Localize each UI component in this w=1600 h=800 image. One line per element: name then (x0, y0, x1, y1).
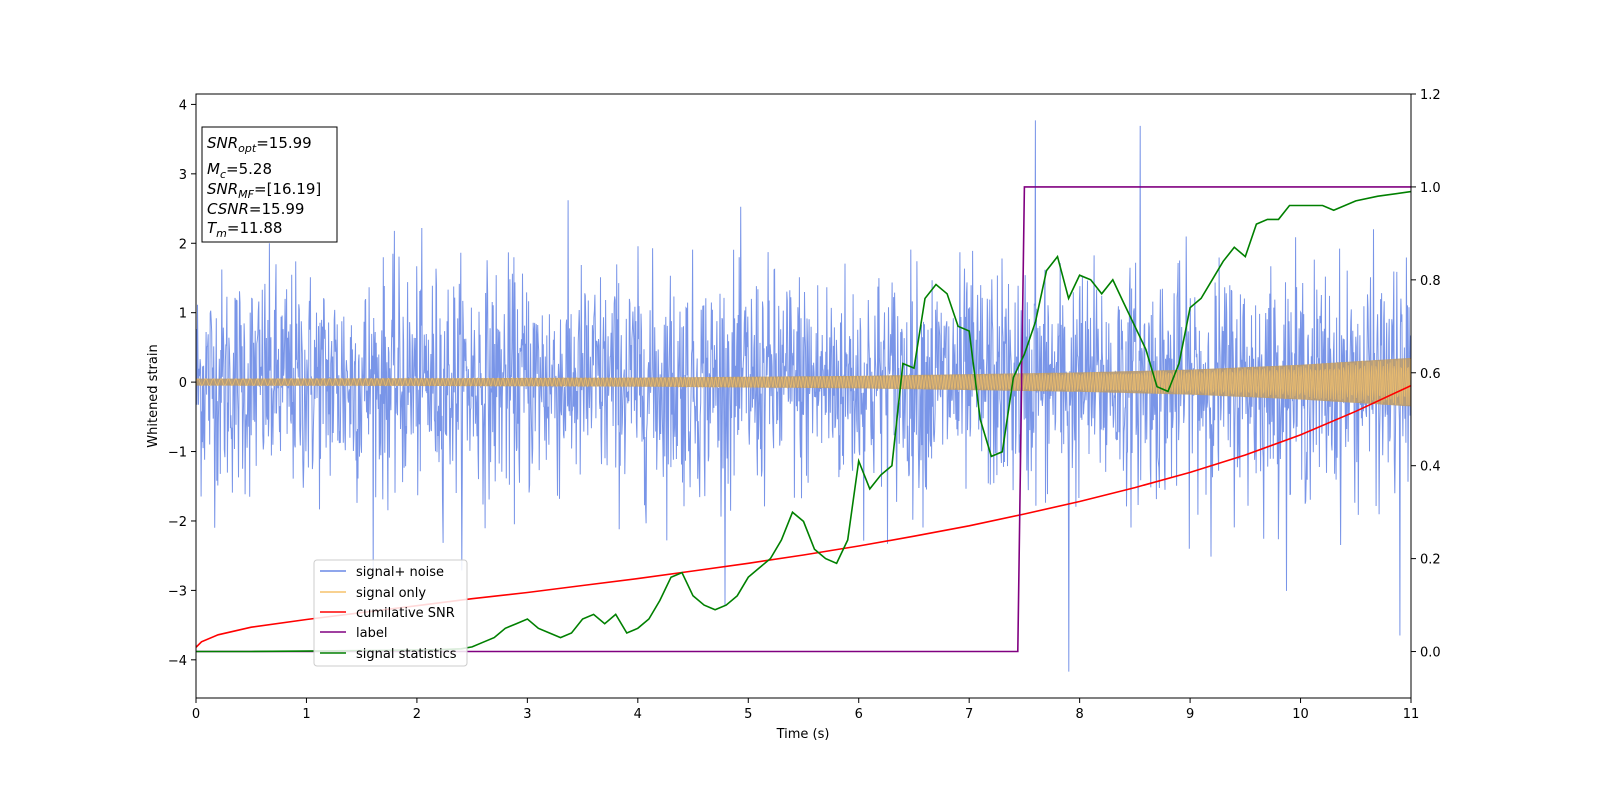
y-tick-label: −4 (168, 654, 187, 669)
annotation-snr-mf: SNRMF=[16.19] (207, 180, 321, 201)
y2-tick-label: 0.0 (1420, 646, 1441, 661)
annotation-tm: Tm=11.88 (207, 219, 282, 240)
x-tick-label: 4 (634, 707, 642, 722)
y2-tick-label: 1.0 (1420, 181, 1441, 196)
legend-entry-signal-statistics: signal statistics (320, 647, 457, 662)
annotation-snr-opt: SNRopt=15.99 (207, 134, 312, 155)
y2-tick-label: 1.2 (1420, 88, 1441, 103)
signal-only-series (196, 357, 1411, 407)
label-series (196, 186, 1411, 653)
x-tick-label: 3 (523, 707, 531, 722)
annotation-csnr: CSNR=15.99 (207, 200, 304, 218)
legend: signal+ noise signal only cumilative SNR… (313, 559, 468, 667)
legend-entry-signal-noise: signal+ noise (320, 565, 444, 580)
y-axis-right: 0.0 0.2 0.4 0.6 0.8 1.0 1.2 (1411, 88, 1441, 661)
y-tick-label: −3 (168, 584, 187, 599)
svg-text:signal only: signal only (356, 586, 426, 601)
y-tick-label: −2 (168, 515, 187, 530)
y-tick-label: 3 (179, 168, 187, 183)
svg-text:signal statistics: signal statistics (356, 647, 457, 662)
x-tick-label: 9 (1186, 707, 1194, 722)
x-tick-label: 5 (744, 707, 752, 722)
x-tick-label: 1 (302, 707, 310, 722)
x-tick-label: 6 (855, 707, 863, 722)
svg-text:cumilative SNR: cumilative SNR (356, 606, 455, 621)
x-tick-label: 2 (413, 707, 421, 722)
plot-area (196, 120, 1411, 672)
legend-entry-signal-only: signal only (320, 586, 426, 601)
plot-frame (195, 93, 1412, 699)
annotation-box: SNRopt=15.99 Mc=5.28 SNRMF=[16.19] CSNR=… (201, 126, 338, 243)
y-tick-label: 1 (179, 307, 187, 322)
cumulative-snr-series (196, 384, 1411, 648)
y2-tick-label: 0.2 (1420, 553, 1441, 568)
signal-only-line (196, 358, 1411, 406)
y-tick-label: −1 (168, 446, 187, 461)
svg-text:signal+ noise: signal+ noise (356, 565, 444, 580)
svg-text:label: label (356, 626, 387, 641)
legend-entry-cumulative-snr: cumilative SNR (320, 606, 455, 621)
y-tick-label: 4 (179, 98, 187, 113)
label-line (196, 186, 1411, 653)
x-tick-label: 10 (1292, 707, 1309, 722)
x-tick-label: 0 (192, 707, 200, 722)
y2-tick-label: 0.4 (1420, 460, 1441, 475)
signal-statistics-series (196, 190, 1411, 653)
x-tick-label: 7 (965, 707, 973, 722)
x-axis: 0 1 2 3 4 5 6 7 8 9 10 11 (192, 698, 1419, 722)
y-axis-label: Whitened strain (146, 344, 161, 447)
legend-entry-label: label (320, 626, 387, 641)
y-axis-left: −4 −3 −2 −1 0 1 2 3 4 (168, 98, 196, 669)
y-tick-label: 0 (179, 376, 187, 391)
cumulative-snr-line (196, 384, 1411, 648)
y2-tick-label: 0.8 (1420, 274, 1441, 289)
x-tick-label: 11 (1403, 707, 1420, 722)
annotation-mc: Mc=5.28 (207, 160, 272, 181)
signal-statistics-line (196, 190, 1411, 653)
x-tick-label: 8 (1075, 707, 1083, 722)
y2-tick-label: 0.6 (1420, 367, 1441, 382)
x-axis-label: Time (s) (776, 727, 830, 742)
y-tick-label: 2 (179, 237, 187, 252)
